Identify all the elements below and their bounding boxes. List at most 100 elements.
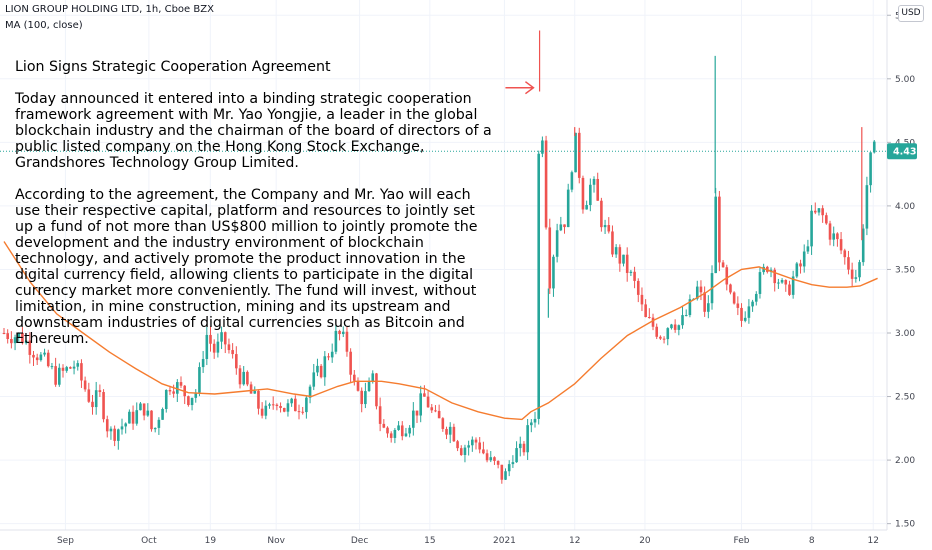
candle-body bbox=[113, 428, 116, 441]
time-axis[interactable]: Sep Oct 19 Nov Dec 15 2021 12 20 Feb 8 12 bbox=[57, 536, 879, 546]
last-price-label: 4.43 bbox=[893, 147, 916, 158]
candle-body bbox=[537, 153, 541, 419]
candle-body bbox=[76, 363, 80, 367]
candle-body bbox=[54, 366, 57, 385]
price-tick-label: 3.00 bbox=[895, 329, 915, 339]
candle-body bbox=[83, 380, 87, 390]
time-tick-label: Sep bbox=[57, 536, 74, 546]
candle-body bbox=[802, 251, 806, 267]
candle-body bbox=[596, 178, 600, 201]
candle-body bbox=[511, 462, 515, 465]
candle-body bbox=[10, 339, 13, 344]
candle-body bbox=[493, 457, 496, 461]
candle-body bbox=[364, 391, 367, 405]
candle-body bbox=[758, 272, 762, 294]
candle-body bbox=[544, 140, 548, 228]
candle-body bbox=[382, 423, 386, 428]
candle-body bbox=[507, 464, 511, 472]
indicator-legend[interactable]: MA (100, close) bbox=[5, 20, 83, 31]
candle-body bbox=[305, 397, 308, 413]
candle-body bbox=[791, 276, 795, 295]
candle-body bbox=[393, 429, 397, 438]
candle-body bbox=[271, 404, 275, 406]
candle-body bbox=[198, 367, 201, 393]
candle-body bbox=[810, 210, 813, 247]
symbol-title[interactable]: LION GROUP HOLDING LTD, 1h, Cboe BZX bbox=[5, 4, 214, 15]
candle-body bbox=[286, 403, 290, 412]
candle-body bbox=[459, 448, 463, 456]
price-tick-label: 3.50 bbox=[895, 265, 915, 275]
candle-body bbox=[677, 325, 681, 330]
candle-body bbox=[231, 350, 234, 355]
candle-body bbox=[423, 393, 426, 397]
candle-body bbox=[474, 439, 478, 443]
candle-body bbox=[209, 334, 212, 344]
price-tick-label: 2.50 bbox=[895, 393, 915, 403]
candle-body bbox=[651, 317, 655, 327]
candle-body bbox=[622, 254, 625, 264]
candle-body bbox=[105, 419, 109, 432]
price-axis[interactable]: 1.502.002.503.003.504.004.505.005.50 bbox=[887, 11, 915, 530]
candle-body bbox=[32, 354, 35, 358]
candle-body bbox=[249, 384, 253, 394]
chart-grid bbox=[0, 0, 886, 530]
candle-body bbox=[504, 471, 507, 480]
candle-body bbox=[345, 331, 349, 352]
candle-body bbox=[552, 256, 555, 289]
candle-body bbox=[751, 301, 754, 307]
candle-body bbox=[585, 205, 588, 210]
candle-body bbox=[282, 407, 286, 412]
candle-body bbox=[253, 390, 257, 394]
price-tick-label: 4.00 bbox=[895, 202, 915, 212]
candle-body bbox=[371, 373, 375, 382]
candle-body bbox=[548, 227, 552, 289]
candle-body bbox=[242, 371, 245, 385]
candle-body bbox=[50, 366, 54, 368]
last-price-tag: 4.43 bbox=[887, 143, 917, 160]
candle-body bbox=[135, 410, 139, 424]
candle-body bbox=[46, 352, 50, 367]
candle-body bbox=[301, 411, 304, 413]
candle-body bbox=[670, 324, 673, 329]
candle-body bbox=[91, 401, 94, 408]
candle-body bbox=[806, 246, 810, 252]
candle-body bbox=[872, 141, 876, 153]
candle-body bbox=[341, 331, 345, 335]
candle-body bbox=[592, 178, 596, 185]
candle-body bbox=[308, 386, 312, 398]
candle-body bbox=[441, 418, 445, 429]
candle-body bbox=[644, 304, 647, 318]
arrow-head bbox=[524, 81, 535, 95]
candle-body bbox=[640, 294, 644, 305]
candle-body bbox=[566, 189, 570, 228]
price-tick-label: 1.50 bbox=[895, 520, 915, 530]
candle-body bbox=[858, 262, 861, 278]
candle-body bbox=[102, 392, 105, 420]
candle-body bbox=[168, 390, 172, 392]
time-tick-label: 2021 bbox=[493, 536, 516, 546]
candle-body bbox=[408, 427, 411, 434]
candle-body bbox=[636, 280, 640, 295]
candle-body bbox=[718, 196, 721, 263]
time-tick-label: Nov bbox=[267, 536, 285, 546]
candle-body bbox=[828, 223, 832, 240]
news-arrow-icon bbox=[505, 81, 535, 95]
candle-body bbox=[777, 282, 780, 284]
candle-body bbox=[762, 266, 765, 273]
candle-body bbox=[729, 284, 732, 293]
currency-button[interactable]: USD bbox=[898, 5, 924, 22]
candle-body bbox=[161, 408, 164, 420]
candle-body bbox=[515, 448, 518, 463]
candle-body bbox=[72, 366, 76, 369]
candle-body bbox=[611, 231, 614, 255]
candle-body bbox=[861, 228, 865, 263]
candle-body bbox=[6, 333, 9, 340]
candle-body bbox=[518, 443, 522, 449]
candle-body bbox=[795, 263, 799, 277]
candle-body bbox=[607, 225, 611, 232]
candle-body bbox=[220, 332, 223, 342]
time-tick-label: Dec bbox=[351, 536, 368, 546]
candle-body bbox=[865, 185, 869, 229]
candle-body bbox=[799, 263, 802, 267]
